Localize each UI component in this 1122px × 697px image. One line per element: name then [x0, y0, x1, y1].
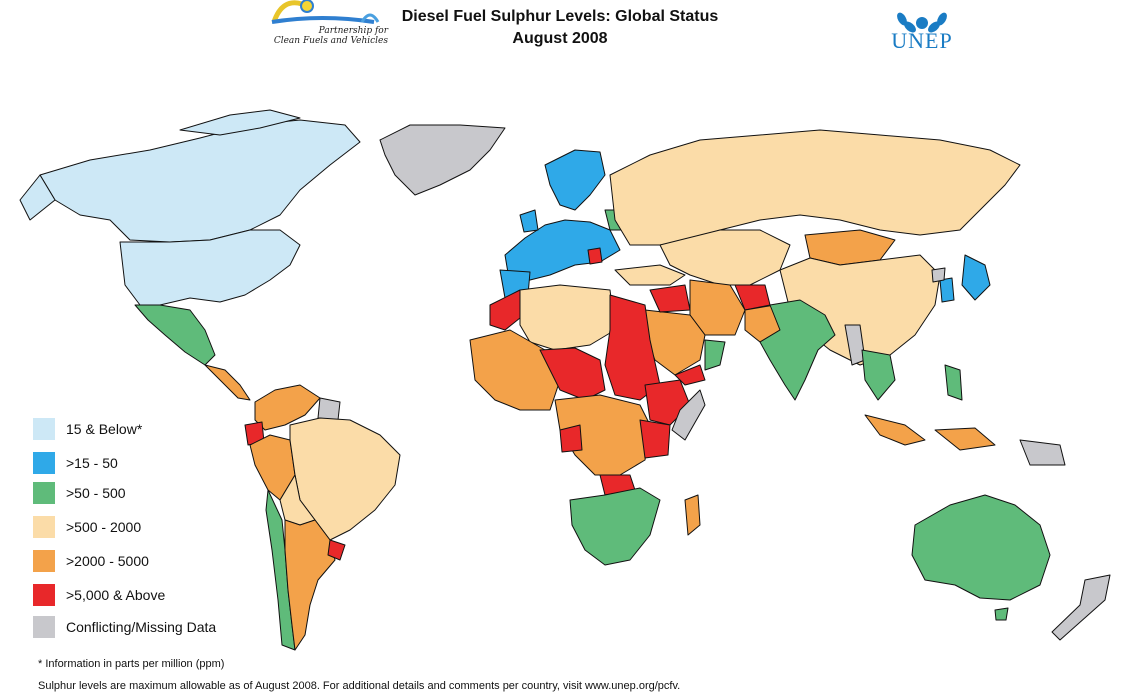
map-india [759, 299, 836, 401]
pcfv-line1: Partnership for [318, 26, 388, 36]
title-line2: August 2008 [512, 30, 608, 47]
map-arctic-islands [179, 109, 301, 136]
map-congo-red [559, 424, 583, 453]
map-guianas [317, 397, 341, 421]
map-egypt-sudan [604, 294, 661, 401]
legend-item: 15 & Below* [30, 418, 290, 442]
legend-label: >15 - 50 [66, 455, 118, 471]
map-indonesia-west [864, 414, 926, 446]
pcfv-logo [271, 0, 380, 24]
legend-label: >500 - 2000 [66, 519, 142, 535]
map-west-africa [469, 329, 561, 411]
map-alaska [19, 174, 56, 221]
legend-swatch [33, 418, 55, 440]
pcfv-line2: Clean Fuels and Vehicles [273, 36, 388, 46]
map-new-zealand [1051, 574, 1111, 641]
legend-label: >50 - 500 [66, 485, 126, 501]
map-oman [704, 339, 726, 371]
map-new-guinea [1019, 439, 1066, 466]
legend-item: >5,000 & Above [30, 584, 290, 608]
map-central-america [204, 364, 251, 401]
map-turkey [614, 264, 686, 286]
map-north-africa [519, 284, 616, 351]
map-canada [39, 119, 361, 243]
map-madagascar [684, 494, 701, 536]
map-japan [961, 254, 991, 301]
map-indonesia-east [934, 427, 996, 451]
map-scandinavia [544, 149, 606, 211]
map-russia [609, 129, 1021, 246]
unep-laurel-icon [897, 12, 947, 33]
legend-swatch [33, 584, 55, 606]
map-somalia [671, 389, 706, 441]
legend-label: >5,000 & Above [66, 587, 166, 603]
map-central-asia [659, 229, 791, 286]
map-east-africa [639, 419, 671, 459]
legend-swatch [33, 550, 55, 572]
map-mexico [134, 304, 216, 366]
map-uk [519, 209, 539, 233]
map-yemen [674, 364, 706, 386]
legend-swatch [33, 452, 55, 474]
footnote: * Information in parts per million (ppm) [38, 658, 225, 670]
legend-item: >50 - 500 [30, 482, 290, 506]
pcfv-logo-text: Partnership for Clean Fuels and Vehicles [268, 26, 388, 46]
map-philippines [944, 364, 963, 401]
legend-label: >2000 - 5000 [66, 553, 149, 569]
map-greenland [379, 124, 506, 196]
legend-item: >15 - 50 [30, 452, 290, 476]
map-australia [911, 494, 1051, 601]
map-tasmania [994, 607, 1009, 621]
legend-swatch [33, 516, 55, 538]
map-korea [939, 277, 955, 303]
map-iraq-syria [649, 284, 691, 313]
legend-swatch [33, 616, 55, 638]
map-southeast-asia [861, 349, 896, 401]
map-balkans [587, 247, 603, 265]
legend-item: >500 - 2000 [30, 516, 290, 540]
map-western-europe [504, 219, 621, 286]
map-niger-chad [539, 347, 606, 401]
legend-swatch [33, 482, 55, 504]
title-line1: Diesel Fuel Sulphur Levels: Global Statu… [401, 8, 719, 25]
legend-label: Conflicting/Missing Data [66, 619, 217, 635]
legend-item: >2000 - 5000 [30, 550, 290, 574]
map-paraguay [327, 539, 346, 561]
map-argentina [284, 519, 336, 651]
legend-label: 15 & Below* [66, 421, 143, 437]
source-note: Sulphur levels are maximum allowable as … [38, 680, 681, 692]
unep-logo-text: UNEP [891, 28, 953, 53]
page-title: Diesel Fuel Sulphur Levels: Global Statu… [300, 6, 820, 50]
header: Partnership for Clean Fuels and Vehicles… [0, 0, 1122, 60]
legend-item: Conflicting/Missing Data [30, 616, 290, 640]
map-north-korea [931, 267, 946, 283]
map-southern-africa [569, 487, 661, 566]
world-map [19, 109, 1111, 651]
